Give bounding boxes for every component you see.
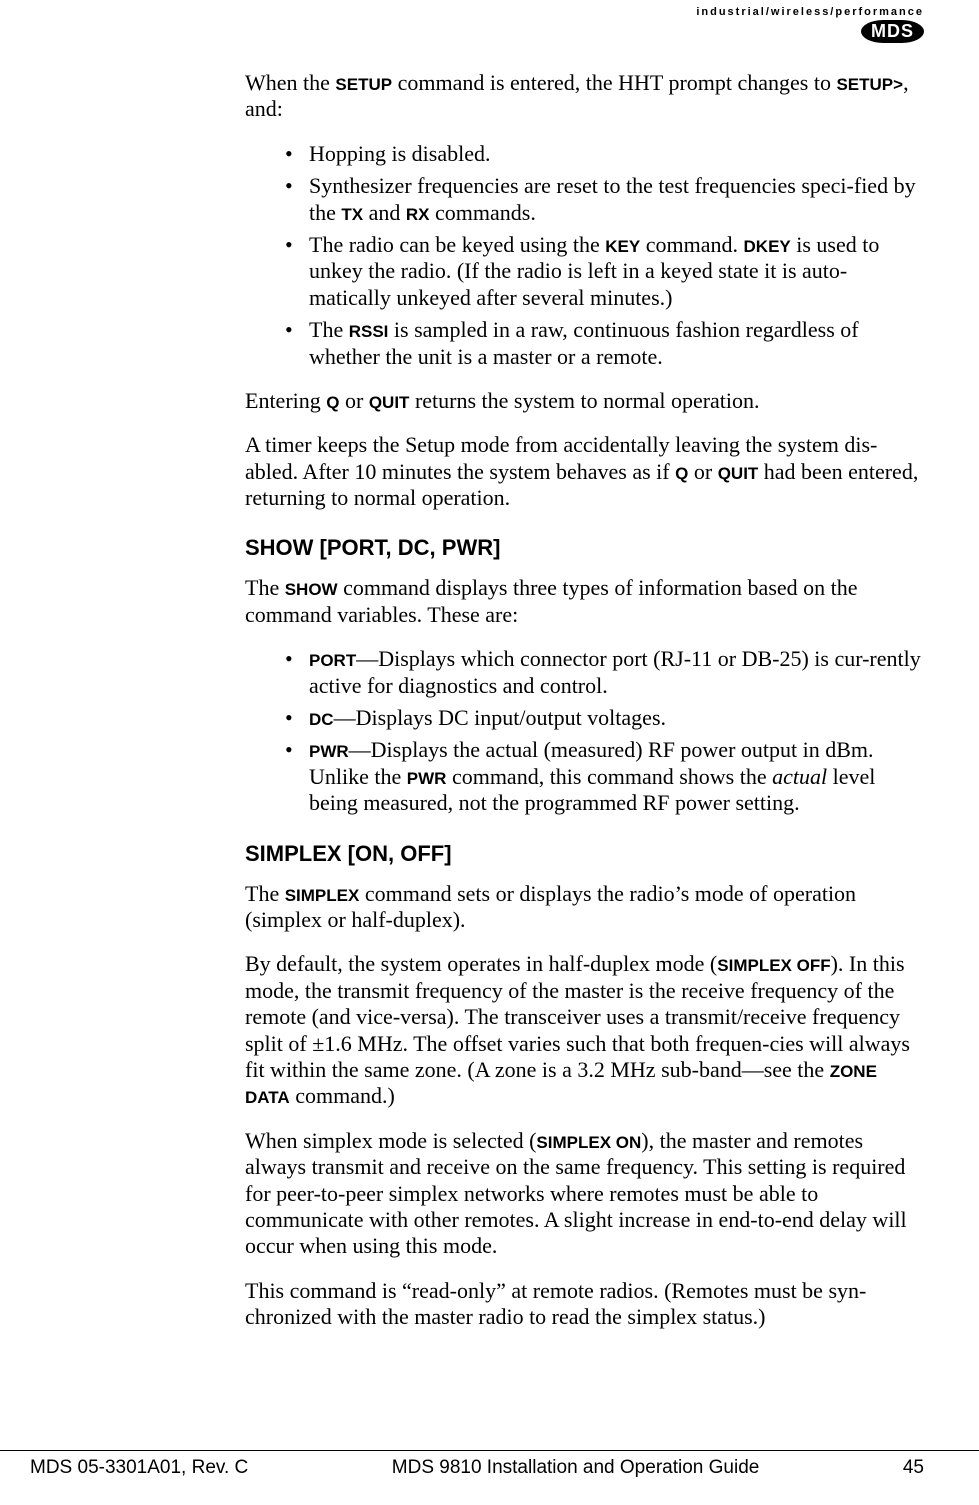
text: By default, the system operates in half-…: [245, 951, 717, 976]
cmd-setup: SETUP: [335, 75, 392, 94]
list-item: PORT—Displays which connector port (RJ-1…: [285, 646, 925, 699]
paragraph-quit: Entering Q or QUIT returns the system to…: [245, 388, 925, 414]
cmd-show: SHOW: [285, 580, 338, 599]
cmd-q: Q: [675, 464, 688, 483]
list-item: Hopping is disabled.: [285, 141, 925, 167]
cmd-dkey: DKEY: [744, 237, 791, 256]
paragraph-readonly: This command is “read-only” at remote ra…: [245, 1278, 925, 1331]
document-body: When the SETUP command is entered, the H…: [245, 70, 925, 1348]
text: or: [340, 388, 369, 413]
paragraph-simplex-off: By default, the system operates in half-…: [245, 951, 925, 1109]
text: —Displays DC input/output voltages.: [334, 705, 666, 730]
text: and: [363, 200, 406, 225]
heading-show: SHOW [PORT, DC, PWR]: [245, 535, 925, 561]
text: command.): [290, 1083, 395, 1108]
cmd-simplex-on: SIMPLEX ON: [536, 1133, 641, 1152]
paragraph-setup-intro: When the SETUP command is entered, the H…: [245, 70, 925, 123]
page-footer: MDS 05-3301A01, Rev. C MDS 9810 Installa…: [0, 1450, 979, 1479]
logo-badge: MDS: [861, 20, 924, 43]
list-item: The RSSI is sampled in a raw, continuous…: [285, 317, 925, 370]
paragraph-show-intro: The SHOW command displays three types of…: [245, 575, 925, 628]
logo-tagline: industrial/wireless/performance: [696, 6, 924, 18]
text: The radio can be keyed using the: [309, 232, 605, 257]
brand-logo: industrial/wireless/performance MDS: [696, 6, 924, 43]
text: command.: [640, 232, 743, 257]
footer-page-number: 45: [903, 1457, 924, 1479]
list-item: Synthesizer frequencies are reset to the…: [285, 173, 925, 226]
paragraph-simplex-intro: The SIMPLEX command sets or displays the…: [245, 881, 925, 934]
footer-title: MDS 9810 Installation and Operation Guid…: [248, 1457, 903, 1479]
text: The: [245, 881, 285, 906]
text: is sampled in a raw, continuous fashion …: [309, 317, 859, 368]
text: command displays three types of informat…: [245, 575, 858, 626]
text: or: [688, 459, 717, 484]
cmd-simplex-off: SIMPLEX OFF: [717, 956, 830, 975]
cmd-rx: RX: [406, 205, 430, 224]
cmd-key: KEY: [605, 237, 640, 256]
list-item: PWR—Displays the actual (measured) RF po…: [285, 737, 925, 816]
cmd-port: PORT: [309, 651, 356, 670]
cmd-tx: TX: [341, 205, 363, 224]
text: commands.: [430, 200, 536, 225]
cmd-setup-prompt: SETUP>: [836, 75, 903, 94]
text: returns the system to normal operation.: [409, 388, 759, 413]
text: The: [309, 317, 349, 342]
text: command, this command shows the: [446, 764, 772, 789]
paragraph-simplex-on: When simplex mode is selected (SIMPLEX O…: [245, 1128, 925, 1260]
cmd-simplex: SIMPLEX: [285, 886, 360, 905]
footer-doc-id: MDS 05-3301A01, Rev. C: [30, 1457, 248, 1479]
text: When the: [245, 70, 335, 95]
cmd-quit: QUIT: [718, 464, 759, 483]
text-italic: actual: [772, 764, 827, 789]
heading-simplex: SIMPLEX [ON, OFF]: [245, 841, 925, 867]
list-item: DC—Displays DC input/output voltages.: [285, 705, 925, 731]
text: command is entered, the HHT prompt chang…: [392, 70, 836, 95]
cmd-pwr: PWR: [309, 742, 349, 761]
text: Entering: [245, 388, 326, 413]
text: When simplex mode is selected (: [245, 1128, 536, 1153]
bullet-list-show: PORT—Displays which connector port (RJ-1…: [245, 646, 925, 816]
text: The: [245, 575, 285, 600]
cmd-q: Q: [326, 393, 339, 412]
text: —Displays which connector port (RJ-11 or…: [309, 646, 921, 697]
bullet-list-setup: Hopping is disabled. Synthesizer frequen…: [245, 141, 925, 370]
cmd-dc: DC: [309, 710, 334, 729]
cmd-rssi: RSSI: [349, 322, 389, 341]
text: Hopping is disabled.: [309, 141, 491, 166]
cmd-pwr: PWR: [407, 769, 447, 788]
cmd-quit: QUIT: [369, 393, 410, 412]
paragraph-timer: A timer keeps the Setup mode from accide…: [245, 432, 925, 511]
list-item: The radio can be keyed using the KEY com…: [285, 232, 925, 311]
